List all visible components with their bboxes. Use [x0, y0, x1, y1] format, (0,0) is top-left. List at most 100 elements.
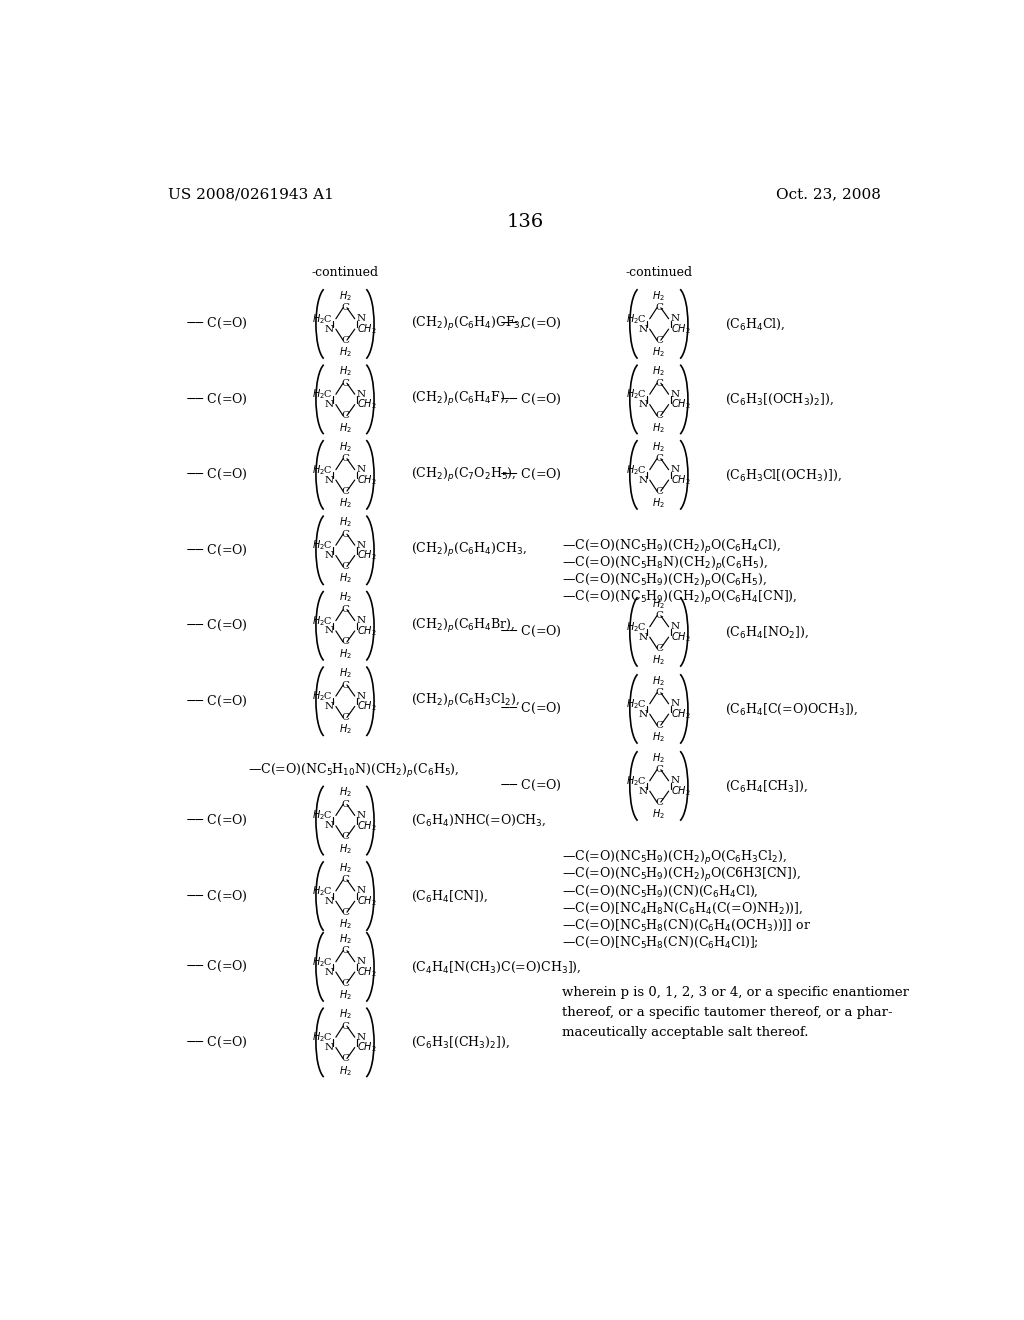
Text: N: N — [356, 541, 366, 549]
Text: N: N — [356, 957, 366, 966]
Text: $CH_2$: $CH_2$ — [356, 895, 377, 908]
Text: $H_2$: $H_2$ — [339, 590, 351, 605]
Text: $H_2$: $H_2$ — [652, 808, 666, 821]
Text: N: N — [638, 632, 647, 642]
Text: (C$_6$H$_4$[CH$_3$]),: (C$_6$H$_4$[CH$_3$]), — [725, 779, 808, 793]
Text: C: C — [341, 335, 349, 345]
Text: C: C — [341, 304, 349, 313]
Text: $H_2$: $H_2$ — [339, 932, 351, 945]
Text: N: N — [356, 692, 366, 701]
Text: $CH_2$: $CH_2$ — [671, 784, 690, 799]
Text: N: N — [671, 314, 680, 323]
Text: $\mathregular{-\!\!-}$C(=O): $\mathregular{-\!\!-}$C(=O) — [185, 618, 248, 634]
Text: N: N — [638, 787, 647, 796]
Text: C: C — [341, 379, 349, 388]
Text: C: C — [341, 833, 349, 841]
Text: 136: 136 — [506, 213, 544, 231]
Text: —C(=O)(NC$_5$H$_{10}$N)(CH$_2$)$_p$(C$_6$H$_5$),: —C(=O)(NC$_5$H$_{10}$N)(CH$_2$)$_p$(C$_6… — [248, 763, 460, 780]
Text: (C$_6$H$_4$[C(=O)OCH$_3$]),: (C$_6$H$_4$[C(=O)OCH$_3$]), — [725, 701, 858, 717]
Text: C: C — [655, 379, 663, 388]
Text: C: C — [341, 605, 349, 614]
Text: $\mathregular{-\!\!-}$C(=O): $\mathregular{-\!\!-}$C(=O) — [499, 701, 562, 717]
Text: $H_2$: $H_2$ — [339, 647, 351, 661]
Text: $\mathregular{-\!\!-}$C(=O): $\mathregular{-\!\!-}$C(=O) — [185, 694, 248, 709]
Text: N: N — [638, 325, 647, 334]
Text: N: N — [325, 325, 333, 334]
Text: $\mathregular{-\!\!-}$C(=O): $\mathregular{-\!\!-}$C(=O) — [185, 392, 248, 407]
Text: $H_2$: $H_2$ — [339, 989, 351, 1002]
Text: US 2008/0261943 A1: US 2008/0261943 A1 — [168, 187, 334, 202]
Text: $H_2$: $H_2$ — [339, 364, 351, 378]
Text: N: N — [325, 1043, 333, 1052]
Text: N: N — [325, 400, 333, 409]
Text: C: C — [655, 721, 663, 730]
Text: N: N — [638, 475, 647, 484]
Text: $H_2$: $H_2$ — [652, 289, 666, 302]
Text: $H_2$C: $H_2$C — [312, 884, 333, 898]
Text: $H_2$: $H_2$ — [339, 861, 351, 875]
Text: $H_2$: $H_2$ — [652, 440, 666, 454]
Text: $\mathregular{-\!\!-}$C(=O): $\mathregular{-\!\!-}$C(=O) — [499, 624, 562, 639]
Text: $H_2$C: $H_2$C — [312, 809, 333, 822]
Text: $CH_2$: $CH_2$ — [356, 624, 377, 638]
Text: (CH$_2$)$_p$(C$_6$H$_4$)CF$_3$,: (CH$_2$)$_p$(C$_6$H$_4$)CF$_3$, — [411, 315, 524, 333]
Text: $CH_2$: $CH_2$ — [671, 708, 690, 721]
Text: C: C — [655, 487, 663, 495]
Text: C: C — [655, 688, 663, 697]
Text: N: N — [325, 702, 333, 711]
Text: $CH_2$: $CH_2$ — [671, 397, 690, 412]
Text: —C(=O)(NC$_5$H$_9$)(CH$_2$)$_p$O(C6H3[CN]),: —C(=O)(NC$_5$H$_9$)(CH$_2$)$_p$O(C6H3[CN… — [562, 866, 802, 883]
Text: $H_2$: $H_2$ — [339, 289, 351, 302]
Text: N: N — [671, 465, 680, 474]
Text: C: C — [341, 411, 349, 420]
Text: $H_2$: $H_2$ — [339, 667, 351, 680]
Text: $H_2$C: $H_2$C — [627, 463, 647, 477]
Text: $H_2$C: $H_2$C — [627, 697, 647, 710]
Text: $H_2$: $H_2$ — [652, 730, 666, 744]
Text: (C$_6$H$_3$[(CH$_3$)$_2$]),: (C$_6$H$_3$[(CH$_3$)$_2$]), — [411, 1035, 510, 1051]
Text: $H_2$: $H_2$ — [339, 440, 351, 454]
Text: C: C — [655, 611, 663, 620]
Text: (C$_6$H$_3$Cl[(OCH$_3$)]),: (C$_6$H$_3$Cl[(OCH$_3$)]), — [725, 467, 842, 483]
Text: —C(=O)(NC$_5$H$_8$N)(CH$_2$)$_p$(C$_6$H$_5$),: —C(=O)(NC$_5$H$_8$N)(CH$_2$)$_p$(C$_6$H$… — [562, 556, 768, 573]
Text: $\mathregular{-\!\!-}$C(=O): $\mathregular{-\!\!-}$C(=O) — [499, 392, 562, 407]
Text: N: N — [325, 896, 333, 906]
Text: $H_2$: $H_2$ — [339, 1064, 351, 1077]
Text: $CH_2$: $CH_2$ — [356, 700, 377, 713]
Text: C: C — [655, 797, 663, 807]
Text: $H_2$: $H_2$ — [339, 346, 351, 359]
Text: N: N — [356, 616, 366, 626]
Text: N: N — [325, 475, 333, 484]
Text: N: N — [638, 400, 647, 409]
Text: $H_2$C: $H_2$C — [312, 954, 333, 969]
Text: N: N — [325, 968, 333, 977]
Text: $CH_2$: $CH_2$ — [356, 322, 377, 337]
Text: $\mathregular{-\!\!-}$C(=O): $\mathregular{-\!\!-}$C(=O) — [185, 317, 248, 331]
Text: $CH_2$: $CH_2$ — [671, 322, 690, 337]
Text: $CH_2$: $CH_2$ — [356, 473, 377, 487]
Text: Oct. 23, 2008: Oct. 23, 2008 — [776, 187, 882, 202]
Text: $H_2$C: $H_2$C — [312, 614, 333, 627]
Text: —C(=O)[NC$_5$H$_8$(CN)(C$_6$H$_4$Cl)];: —C(=O)[NC$_5$H$_8$(CN)(C$_6$H$_4$Cl)]; — [562, 935, 759, 950]
Text: C: C — [341, 713, 349, 722]
Text: —C(=O)(NC$_5$H$_9$)(CN)(C$_6$H$_4$Cl),: —C(=O)(NC$_5$H$_9$)(CN)(C$_6$H$_4$Cl), — [562, 883, 759, 899]
Text: C: C — [341, 908, 349, 916]
Text: N: N — [356, 314, 366, 323]
Text: C: C — [341, 562, 349, 572]
Text: C: C — [341, 1055, 349, 1063]
Text: —C(=O)(NC$_5$H$_9$)(CH$_2$)$_p$O(C$_6$H$_5$),: —C(=O)(NC$_5$H$_9$)(CH$_2$)$_p$O(C$_6$H$… — [562, 572, 767, 590]
Text: C: C — [341, 800, 349, 809]
Text: (C$_6$H$_4$)NHC(=O)CH$_3$,: (C$_6$H$_4$)NHC(=O)CH$_3$, — [411, 813, 546, 829]
Text: $H_2$: $H_2$ — [339, 421, 351, 434]
Text: N: N — [356, 389, 366, 399]
Text: N: N — [671, 389, 680, 399]
Text: —C(=O)(NC$_5$H$_9$)(CH$_2$)$_p$O(C$_6$H$_4$Cl),: —C(=O)(NC$_5$H$_9$)(CH$_2$)$_p$O(C$_6$H$… — [562, 539, 780, 556]
Text: N: N — [356, 1032, 366, 1041]
Text: $H_2$C: $H_2$C — [627, 387, 647, 401]
Text: $H_2$: $H_2$ — [652, 597, 666, 611]
Text: $H_2$: $H_2$ — [339, 572, 351, 586]
Text: C: C — [341, 487, 349, 495]
Text: (C$_6$H$_4$Cl),: (C$_6$H$_4$Cl), — [725, 317, 785, 331]
Text: $H_2$C: $H_2$C — [312, 387, 333, 401]
Text: N: N — [671, 622, 680, 631]
